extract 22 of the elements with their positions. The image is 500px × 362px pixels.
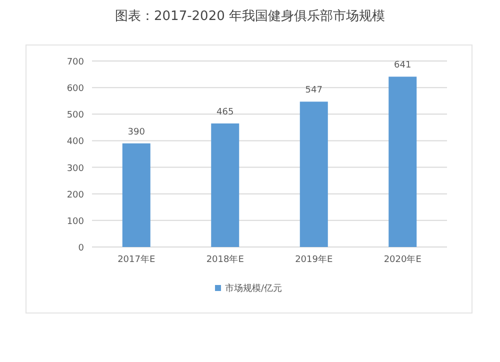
data-label: 465: [216, 107, 234, 118]
bar: [211, 123, 240, 247]
y-tick-label: 700: [66, 58, 84, 68]
bar: [300, 102, 328, 247]
chart-title: 图表：2017-2020 年我国健身俱乐部市场规模: [115, 9, 385, 24]
x-tick-label: 2017年E: [118, 254, 156, 265]
y-tick-label: 300: [66, 164, 84, 174]
y-tick-label: 600: [66, 84, 84, 94]
y-tick-label: 400: [66, 137, 84, 148]
legend-label: 市场规模/亿元: [225, 283, 282, 294]
data-label: 641: [394, 60, 412, 71]
y-tick-label: 100: [66, 216, 84, 227]
x-tick-label: 2019年E: [295, 254, 333, 265]
bar: [122, 143, 150, 247]
data-label: 390: [128, 127, 146, 138]
y-tick-label: 0: [78, 244, 84, 254]
bar: [388, 76, 417, 247]
y-tick-label: 500: [66, 110, 84, 121]
y-tick-label: 200: [66, 190, 84, 200]
x-tick-label: 2020年E: [384, 254, 422, 265]
x-tick-label: 2018年E: [206, 254, 244, 265]
data-label: 547: [305, 86, 322, 96]
